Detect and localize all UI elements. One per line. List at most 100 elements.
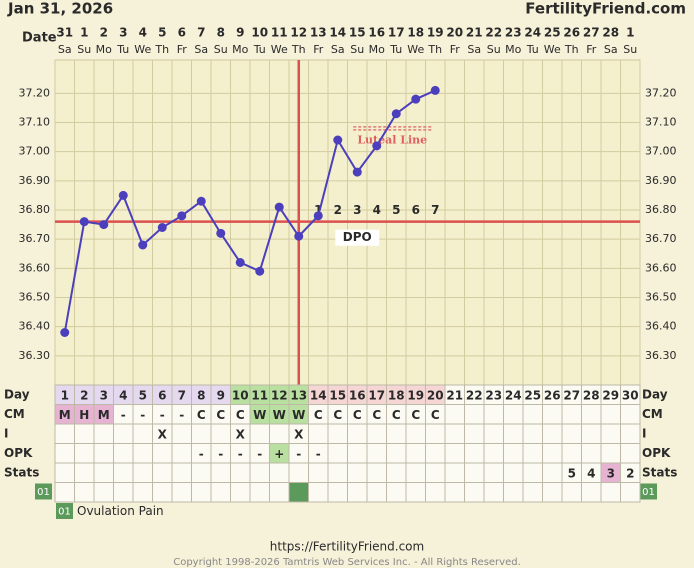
cell-value: 8	[197, 388, 205, 402]
date-label: 8	[217, 26, 225, 40]
cell-value: C	[314, 408, 323, 422]
weekday-label: Fr	[177, 43, 188, 56]
table-cell	[366, 443, 387, 464]
cell-value: 1	[61, 388, 69, 402]
table-cell	[405, 482, 426, 503]
y-tick-label: 37.00	[19, 145, 51, 158]
table-cell	[503, 462, 524, 483]
weekday-label: Mo	[505, 43, 521, 56]
table-cell	[308, 462, 329, 483]
table-cell	[132, 423, 153, 444]
date-label: 5	[158, 26, 166, 40]
table-cell	[152, 462, 173, 483]
weekday-label: Tu	[253, 43, 266, 56]
table-cell	[503, 423, 524, 444]
table-cell	[620, 482, 641, 503]
table-cell	[249, 462, 270, 483]
table-cell	[542, 443, 563, 464]
date-label: 17	[388, 26, 405, 40]
temperature-point	[313, 211, 323, 221]
table-cell	[366, 423, 387, 444]
date-label: 12	[290, 26, 307, 40]
weekday-label: Th	[427, 43, 442, 56]
cell-value: 29	[602, 388, 619, 402]
weekday-label: We	[271, 43, 288, 56]
cell-value: C	[236, 408, 245, 422]
cell-value: C	[431, 408, 440, 422]
table-cell	[542, 404, 563, 425]
weekday-label: Sa	[194, 43, 208, 56]
cell-value: 12	[271, 388, 288, 402]
luteal-label: Luteal Line	[357, 133, 427, 146]
y-tick-label: 36.50	[19, 291, 51, 304]
cell-value: 28	[583, 388, 600, 402]
date-label: 1	[626, 26, 634, 40]
cell-value: H	[79, 408, 89, 422]
date-label: 1	[80, 26, 88, 40]
table-cell	[581, 404, 602, 425]
cell-value: +	[274, 447, 284, 461]
date-label: Date	[22, 31, 57, 46]
temperature-point	[255, 266, 265, 276]
temperature-point	[411, 94, 421, 104]
weekday-label: Th	[564, 43, 579, 56]
y-tick-label-right: 36.90	[645, 174, 677, 187]
table-cell	[54, 443, 75, 464]
row-label: Day	[4, 387, 30, 401]
weekday-label: Fr	[586, 43, 597, 56]
cell-value: 4	[119, 388, 127, 402]
cell-value: -	[296, 447, 301, 461]
dpo-number: 3	[353, 203, 361, 217]
weekday-label: Su	[214, 43, 228, 56]
dpo-number: 6	[412, 203, 420, 217]
weekday-label: We	[134, 43, 151, 56]
dpo-number: 7	[431, 203, 439, 217]
weekday-label: Su	[487, 43, 501, 56]
table-cell	[405, 443, 426, 464]
weekday-label: Tu	[526, 43, 539, 56]
table-cell	[54, 423, 75, 444]
table-cell	[93, 482, 114, 503]
table-cell	[483, 443, 504, 464]
table-cell	[230, 482, 251, 503]
table-cell	[522, 443, 543, 464]
site-name[interactable]: FertilityFriend.com	[525, 0, 686, 18]
temperature-point	[177, 211, 187, 221]
table-cell	[464, 423, 485, 444]
date-label: 23	[505, 26, 522, 40]
date-label: 24	[524, 26, 541, 40]
footer-url[interactable]: https://FertilityFriend.com	[270, 540, 424, 554]
cell-value: 6	[158, 388, 166, 402]
dpo-number: 4	[373, 203, 381, 217]
table-cell	[74, 443, 95, 464]
table-cell	[269, 482, 290, 503]
temperature-point	[294, 231, 304, 241]
table-cell	[269, 462, 290, 483]
cell-value: 5	[568, 466, 576, 480]
weekday-label: Tu	[389, 43, 402, 56]
table-cell	[600, 423, 621, 444]
dpo-number: 2	[334, 203, 342, 217]
table-cell	[327, 482, 348, 503]
temperature-line	[63, 89, 436, 333]
table-cell	[425, 423, 446, 444]
temperature-point	[99, 220, 109, 230]
table-cell	[464, 404, 485, 425]
table-cell	[425, 443, 446, 464]
date-label: 2	[100, 26, 108, 40]
table-cell	[483, 482, 504, 503]
table-cell	[152, 482, 173, 503]
table-cell	[210, 482, 231, 503]
temperature-point	[118, 190, 128, 200]
table-cell	[327, 443, 348, 464]
cell-value: M	[59, 408, 71, 422]
cell-value: 3	[607, 466, 615, 480]
cell-value: 18	[388, 388, 405, 402]
date-label: 13	[310, 26, 327, 40]
weekday-label: Fr	[313, 43, 324, 56]
table-cell	[132, 482, 153, 503]
table-cell	[269, 423, 290, 444]
table-cell	[93, 423, 114, 444]
table-cell	[132, 462, 153, 483]
